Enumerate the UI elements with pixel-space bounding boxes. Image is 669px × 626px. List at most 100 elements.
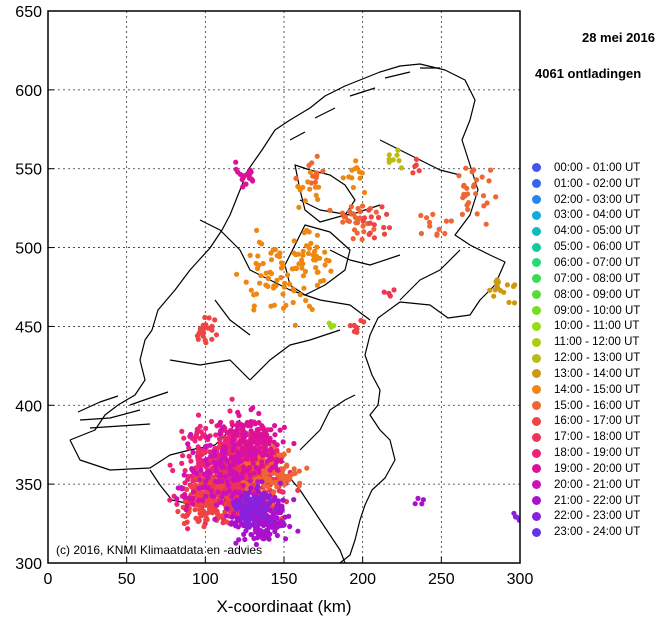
strike-point xyxy=(248,407,254,413)
strike-point xyxy=(255,253,261,259)
strike-point xyxy=(231,445,237,451)
strike-point xyxy=(300,252,306,258)
strike-point xyxy=(217,473,223,479)
strike-point xyxy=(386,225,393,231)
y-tick-label: 550 xyxy=(15,162,42,179)
strike-point xyxy=(293,175,299,181)
strike-point xyxy=(292,265,298,271)
legend-swatch xyxy=(532,337,541,347)
strike-point xyxy=(340,219,346,225)
strike-point xyxy=(193,432,200,438)
strike-point xyxy=(230,476,236,482)
strike-point xyxy=(413,162,419,168)
legend-label: 07:00 - 08:00 UT xyxy=(554,272,641,285)
strike-point xyxy=(361,319,367,325)
strike-point xyxy=(424,215,430,221)
strike-point xyxy=(218,456,224,462)
strike-point xyxy=(243,181,249,187)
strike-point xyxy=(367,230,373,236)
strike-point xyxy=(265,275,271,281)
legend-item: 14:00 - 15:00 UT xyxy=(532,382,640,398)
strike-point xyxy=(180,453,186,459)
strike-point xyxy=(493,194,499,200)
strike-point xyxy=(195,336,201,342)
strike-point xyxy=(483,221,489,227)
strike-point xyxy=(245,170,251,177)
strike-point xyxy=(459,211,465,217)
strike-point xyxy=(262,505,268,511)
strike-point xyxy=(386,159,392,165)
strike-point xyxy=(371,222,377,228)
strike-point xyxy=(234,422,240,428)
strike-point xyxy=(350,236,356,242)
strike-point xyxy=(269,450,275,456)
strike-point xyxy=(300,273,306,279)
strike-point xyxy=(313,265,319,271)
strike-point xyxy=(360,203,366,209)
strike-point xyxy=(253,464,259,470)
strike-point xyxy=(340,175,346,181)
strike-point xyxy=(301,285,307,291)
strike-point xyxy=(270,285,277,291)
strike-point xyxy=(314,282,320,288)
strike-point xyxy=(182,468,188,474)
strike-point xyxy=(265,452,271,458)
legend-item: 23:00 - 24:00 UT xyxy=(532,524,640,540)
strike-point xyxy=(267,518,273,524)
strike-point xyxy=(265,283,271,289)
strike-point xyxy=(181,472,187,478)
strike-point xyxy=(239,172,245,178)
strike-point xyxy=(201,524,207,530)
strike-point xyxy=(256,410,262,417)
strike-point xyxy=(461,183,467,189)
strike-point xyxy=(312,184,318,190)
strike-point xyxy=(219,464,225,470)
strike-point xyxy=(217,431,223,437)
strike-point xyxy=(234,271,240,277)
strike-point xyxy=(269,455,275,461)
strike-point xyxy=(255,483,261,490)
strike-point xyxy=(290,299,296,306)
strike-point xyxy=(416,168,422,174)
strike-point xyxy=(255,427,261,434)
ijsselmeer-shore xyxy=(294,164,356,223)
strike-point xyxy=(252,456,259,462)
strike-point xyxy=(273,506,279,512)
strike-point xyxy=(246,442,253,448)
strike-point xyxy=(242,433,248,439)
strike-point xyxy=(349,175,355,181)
strike-point xyxy=(297,292,303,298)
strike-point xyxy=(211,449,217,455)
legend-label: 01:00 - 02:00 UT xyxy=(554,177,641,190)
legend-item: 13:00 - 14:00 UT xyxy=(532,366,640,382)
strike-point xyxy=(314,269,320,275)
legend-item: 04:00 - 05:00 UT xyxy=(532,223,640,239)
strike-point xyxy=(291,497,297,503)
strike-point xyxy=(233,159,239,165)
strike-point xyxy=(305,250,312,257)
legend-item: 01:00 - 02:00 UT xyxy=(532,176,640,192)
legend-item: 02:00 - 03:00 UT xyxy=(532,192,640,208)
strike-point xyxy=(229,428,235,434)
strike-point xyxy=(268,427,274,433)
legend-swatch xyxy=(532,401,541,411)
strike-point xyxy=(286,447,292,454)
strike-point xyxy=(200,432,206,438)
strike-point xyxy=(302,198,308,204)
strike-point xyxy=(184,519,190,525)
strike-point xyxy=(277,480,283,486)
strike-point xyxy=(265,484,271,490)
strike-point xyxy=(368,214,374,220)
strike-point xyxy=(274,484,280,490)
strike-point xyxy=(427,223,433,229)
strike-point xyxy=(255,479,261,485)
strike-point xyxy=(202,314,208,321)
strike-point xyxy=(200,508,206,514)
strike-point xyxy=(278,458,284,464)
strike-point xyxy=(355,220,361,226)
legend-label: 22:00 - 23:00 UT xyxy=(554,510,641,523)
strike-point xyxy=(274,277,280,283)
strike-point xyxy=(196,518,202,524)
strike-point xyxy=(259,459,265,465)
strike-point xyxy=(213,332,220,338)
